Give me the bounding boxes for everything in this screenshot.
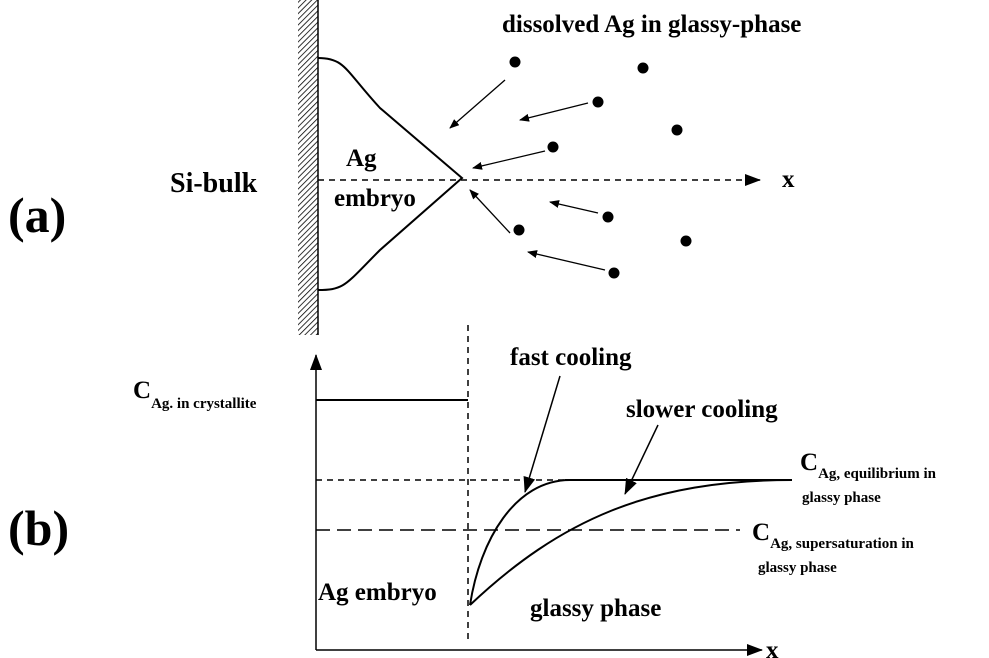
panel-label: (b)	[8, 500, 69, 556]
si-wall	[298, 0, 318, 335]
dots-label: dissolved Ag in glassy-phase	[502, 11, 801, 38]
region-label: glassy phase	[530, 595, 661, 622]
embryo-shape	[318, 58, 462, 290]
slow-curve	[470, 480, 792, 605]
axis-label: x	[766, 637, 779, 658]
level-label: CAg, equilibrium in	[800, 449, 937, 482]
axis-label: x	[782, 166, 795, 193]
diagram: (a) (b) Si-bulk Ag embryo x dissolved Ag…	[0, 0, 989, 658]
curve-label: slower cooling	[626, 396, 778, 423]
label-main: C	[133, 377, 151, 404]
level-label: CAg, supersaturation in	[752, 519, 914, 552]
label-sub: Ag, equilibrium in	[818, 466, 937, 482]
label-sub: Ag. in crystallite	[151, 396, 257, 412]
label-main: C	[800, 449, 818, 476]
level-label: CAg. in crystallite	[133, 377, 257, 412]
pointer-arrow	[625, 425, 658, 494]
diffusion-arrows	[450, 80, 605, 270]
level-label: glassy phase	[802, 490, 881, 506]
level-label: glassy phase	[758, 560, 837, 576]
embryo-label: embryo	[334, 185, 416, 212]
ag-atoms	[510, 57, 692, 279]
panel-label: (a)	[8, 187, 66, 243]
embryo-label: Ag	[346, 145, 377, 172]
region-label: Ag embryo	[318, 579, 437, 606]
wall-label: Si-bulk	[170, 168, 258, 199]
curve-label: fast cooling	[510, 344, 632, 371]
fast-curve	[470, 480, 570, 605]
pointer-arrow	[525, 376, 560, 492]
page: {"panel_a": {"label": "(a)", "wall_label…	[0, 0, 989, 658]
label-sub: Ag, supersaturation in	[770, 536, 914, 552]
label-main: C	[752, 519, 770, 546]
